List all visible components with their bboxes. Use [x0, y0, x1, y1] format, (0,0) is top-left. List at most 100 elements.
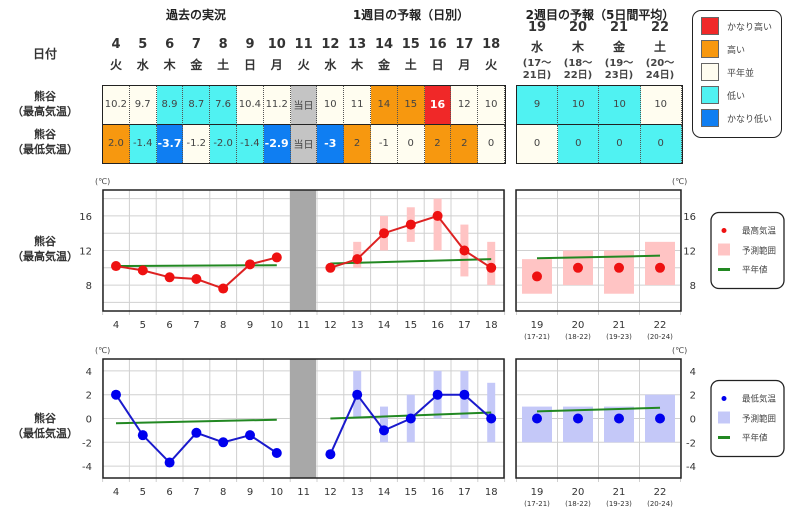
normal-line-week2: [536, 406, 661, 413]
y-tick-label-right: 16: [683, 212, 696, 223]
table-cell: 7.6: [210, 86, 237, 125]
min-label: （最低気温）: [12, 143, 78, 156]
x-tick-label: 7: [193, 320, 199, 331]
forecast-point: [432, 210, 443, 221]
observed-point: [111, 261, 121, 272]
week2-day-number: 19: [527, 20, 547, 35]
plot-frame: [515, 189, 682, 312]
table-cell: 10: [640, 86, 682, 125]
week2-period-end: 24日): [645, 70, 675, 81]
x-tick-label: 8: [220, 487, 226, 498]
x-tick-label: 22: [654, 320, 667, 331]
week2-range-bar: [563, 406, 593, 443]
table-cell: 12: [451, 86, 479, 125]
forecast-point: [379, 228, 389, 239]
x-tick-label: 14: [378, 320, 391, 331]
weekday: 月: [458, 58, 471, 72]
y-tick-label-left: 16: [79, 212, 92, 223]
legend-point-icon: [721, 228, 727, 233]
plot-frame: [515, 358, 682, 479]
x-tick-period: (18-22): [565, 333, 591, 341]
day-number: 10: [267, 37, 286, 52]
color-swatch: [701, 63, 719, 81]
legend-range-icon: [718, 243, 730, 256]
plot-frame: [102, 358, 505, 479]
legend-label: かなり低い: [727, 114, 773, 125]
min-temp-chart: -4 -4-2 -20 02 24 4(℃) (℃)4 5 6 7 8 9 10 11 12 13 14 15 16…: [82, 346, 785, 508]
x-tick-label: 9: [247, 320, 253, 331]
x-tick-label: 17: [458, 487, 471, 498]
legend-label: 平年並: [727, 68, 755, 79]
legend-range-icon: [718, 411, 730, 424]
table-cell: 9: [517, 86, 559, 125]
table-cell: 16: [424, 86, 452, 125]
x-tick-period: (17-21): [524, 500, 550, 508]
weekday: 水: [136, 58, 149, 72]
x-tick-label: 20: [572, 320, 585, 331]
observed-point: [164, 272, 175, 283]
station-name: 熊谷: [34, 235, 56, 248]
legend-label-range: 予測範囲: [742, 246, 776, 257]
table-cell: 8.7: [183, 86, 211, 125]
week2-point: [614, 262, 624, 273]
week2-period-start: (19〜: [604, 58, 634, 69]
x-tick-label: 10: [270, 487, 283, 498]
week2-period-end: 23日): [604, 70, 634, 81]
x-tick-label: 6: [166, 320, 172, 331]
table-cell: 0: [599, 124, 641, 163]
observed-point: [245, 259, 255, 270]
table-cell: -1: [371, 124, 398, 163]
weekday: 日: [243, 58, 256, 72]
x-tick-label: 16: [431, 320, 444, 331]
day-number: 6: [165, 37, 175, 52]
legend-label-normal: 平年値: [742, 265, 768, 276]
forecast-point: [405, 219, 416, 230]
observed-point: [218, 283, 229, 294]
week2-period-end: 22日): [563, 70, 593, 81]
table-cell: 10: [478, 86, 505, 125]
unit-label-right: (℃): [672, 346, 687, 355]
x-tick-label: 11: [297, 320, 310, 331]
x-tick-period: (17-21): [524, 333, 550, 341]
observed-point: [191, 427, 202, 438]
table-cell: 10: [317, 86, 345, 125]
week2-point: [532, 271, 542, 282]
color-swatch: [701, 109, 719, 127]
max-label: （最高気温）: [12, 105, 78, 118]
weekday: 火: [109, 58, 122, 72]
week2-day-number: 22: [650, 20, 670, 35]
x-tick-period: (18-22): [565, 500, 591, 508]
table-cell: 0: [397, 124, 425, 163]
day-number: 16: [428, 37, 447, 52]
forecast-point: [486, 262, 497, 273]
x-tick-period: (19-23): [606, 500, 632, 508]
day-number: 9: [245, 37, 255, 52]
x-tick-label: 15: [404, 320, 417, 331]
day-number: 12: [321, 37, 340, 52]
legend-label: 低い: [727, 91, 746, 102]
forecast-point: [379, 425, 389, 436]
table-cell: -1.4: [129, 124, 157, 163]
day-number: 13: [348, 37, 367, 52]
week2-day-number: 20: [568, 20, 588, 35]
weekday: 日: [431, 58, 444, 72]
normal-line-past: [115, 418, 277, 425]
table-cell: -3: [317, 124, 345, 163]
x-tick-label: 15: [404, 487, 417, 498]
x-tick-period: (20-24): [647, 333, 673, 341]
week2-range-bar: [604, 406, 634, 443]
plot-frame: [102, 189, 505, 312]
y-tick-label-left: 0: [86, 415, 92, 426]
forecast-range-bar: [380, 406, 388, 443]
unit-label-right: (℃): [672, 177, 687, 186]
x-tick-period: (19-23): [606, 333, 632, 341]
max-chart-label: 熊谷 （最高気温）: [0, 234, 90, 264]
past-observations-header: 過去の実況: [165, 8, 226, 22]
x-tick-label: 22: [654, 487, 667, 498]
table-cell: 11: [344, 86, 371, 125]
x-tick-label: 21: [613, 487, 626, 498]
legend-label-normal: 平年値: [742, 433, 768, 444]
observed-point: [137, 265, 148, 276]
x-tick-label: 4: [113, 320, 119, 331]
week2-weekday: 土: [653, 40, 666, 54]
